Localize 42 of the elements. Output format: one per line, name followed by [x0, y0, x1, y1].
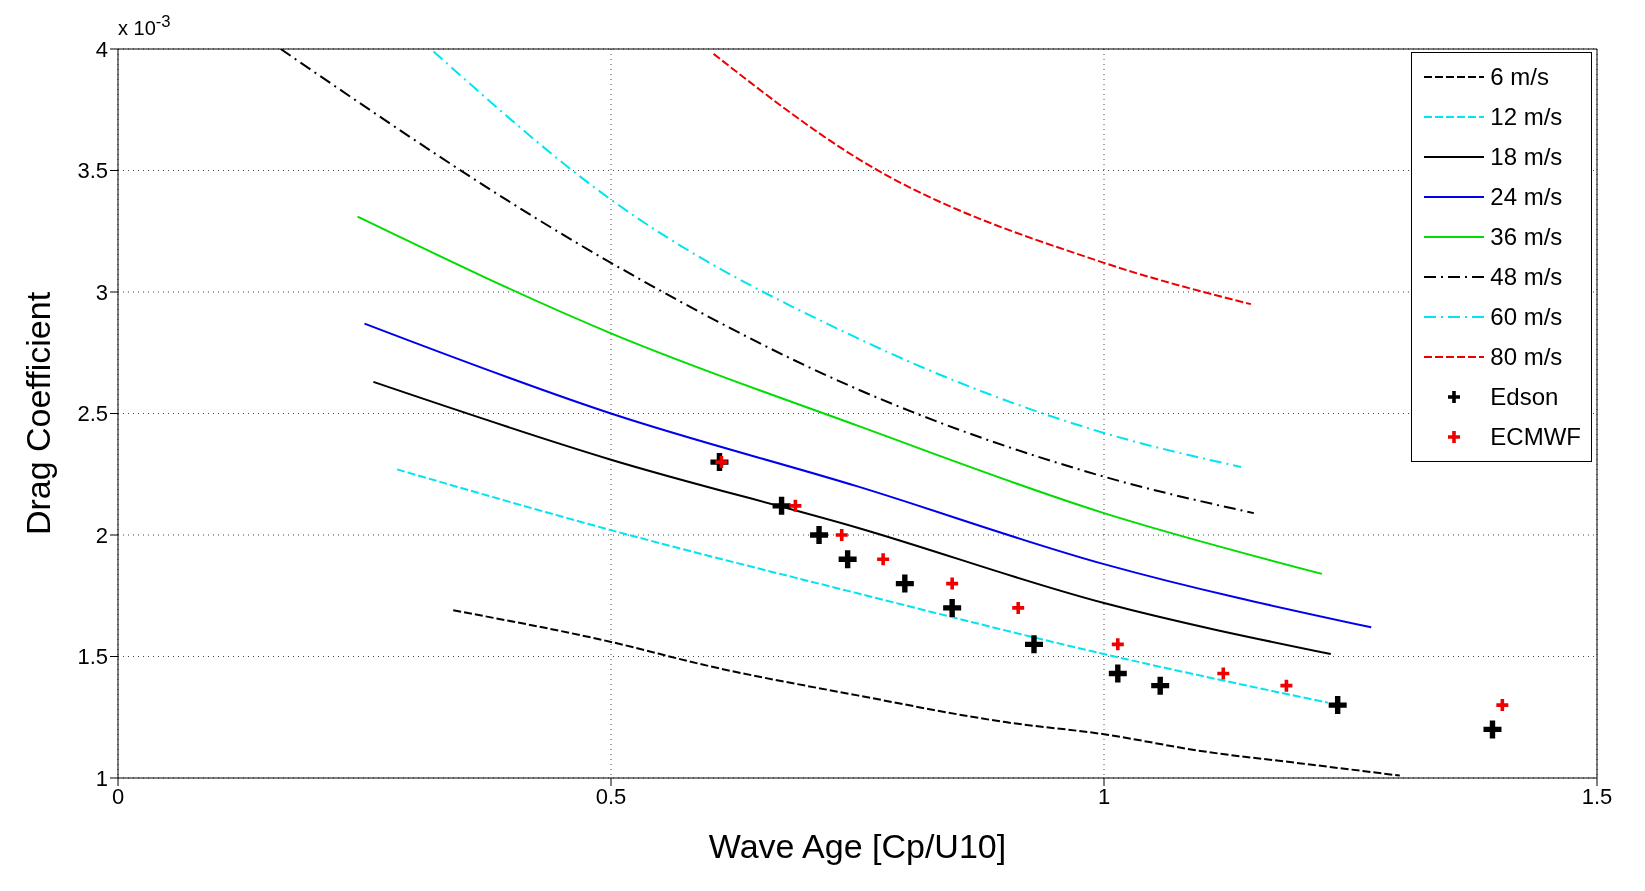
point: [875, 551, 891, 568]
point: [713, 454, 730, 470]
point: [1110, 636, 1126, 653]
line-series: [356, 215, 1323, 575]
y-tick-label: 4: [95, 36, 108, 62]
legend-label: 24 m/s: [1490, 183, 1563, 211]
point: [940, 596, 964, 620]
x-axis-title: Wave Age [Cp/U10]: [708, 827, 1007, 865]
point: [1494, 697, 1511, 713]
legend-label: ECMWF: [1490, 423, 1581, 451]
y-tick-label: 1.5: [77, 644, 108, 670]
legend-label: Edson: [1490, 383, 1559, 411]
legend-label: 80 m/s: [1490, 343, 1563, 371]
x-tick-label: 0.5: [595, 783, 627, 809]
point: [787, 498, 804, 514]
line-series: [363, 322, 1373, 629]
line-series: [396, 468, 1329, 704]
y-tick-label: 3.5: [77, 158, 108, 184]
x-tick-label: 1: [1097, 783, 1111, 809]
legend-label: 60 m/s: [1490, 303, 1563, 331]
line-series: [372, 380, 1332, 656]
point: [1215, 665, 1232, 682]
point: [807, 523, 831, 547]
legend-label: 18 m/s: [1490, 143, 1563, 171]
x-tick-label: 0: [111, 783, 125, 809]
legend-label: 48 m/s: [1490, 263, 1563, 291]
y-tick-label: 1: [95, 765, 108, 791]
point: [1010, 600, 1027, 616]
text: x 10$^{-3}$: [118, 12, 171, 40]
point: [1278, 677, 1295, 694]
point: [944, 575, 960, 592]
line-series: [712, 52, 1252, 306]
y-tick-label: 2.5: [77, 401, 108, 427]
legend-label: 12 m/s: [1490, 103, 1563, 131]
x-tick-label: 1.5: [1581, 783, 1613, 809]
y-tick-label: 3: [95, 279, 108, 305]
point: [833, 527, 850, 543]
legend-label: 36 m/s: [1490, 223, 1563, 251]
y-tick-label: 2: [95, 522, 108, 548]
legend-label: 6 m/s: [1490, 63, 1550, 91]
line-series: [432, 50, 1243, 468]
y-axis-title: Drag Coefficient: [19, 291, 58, 536]
